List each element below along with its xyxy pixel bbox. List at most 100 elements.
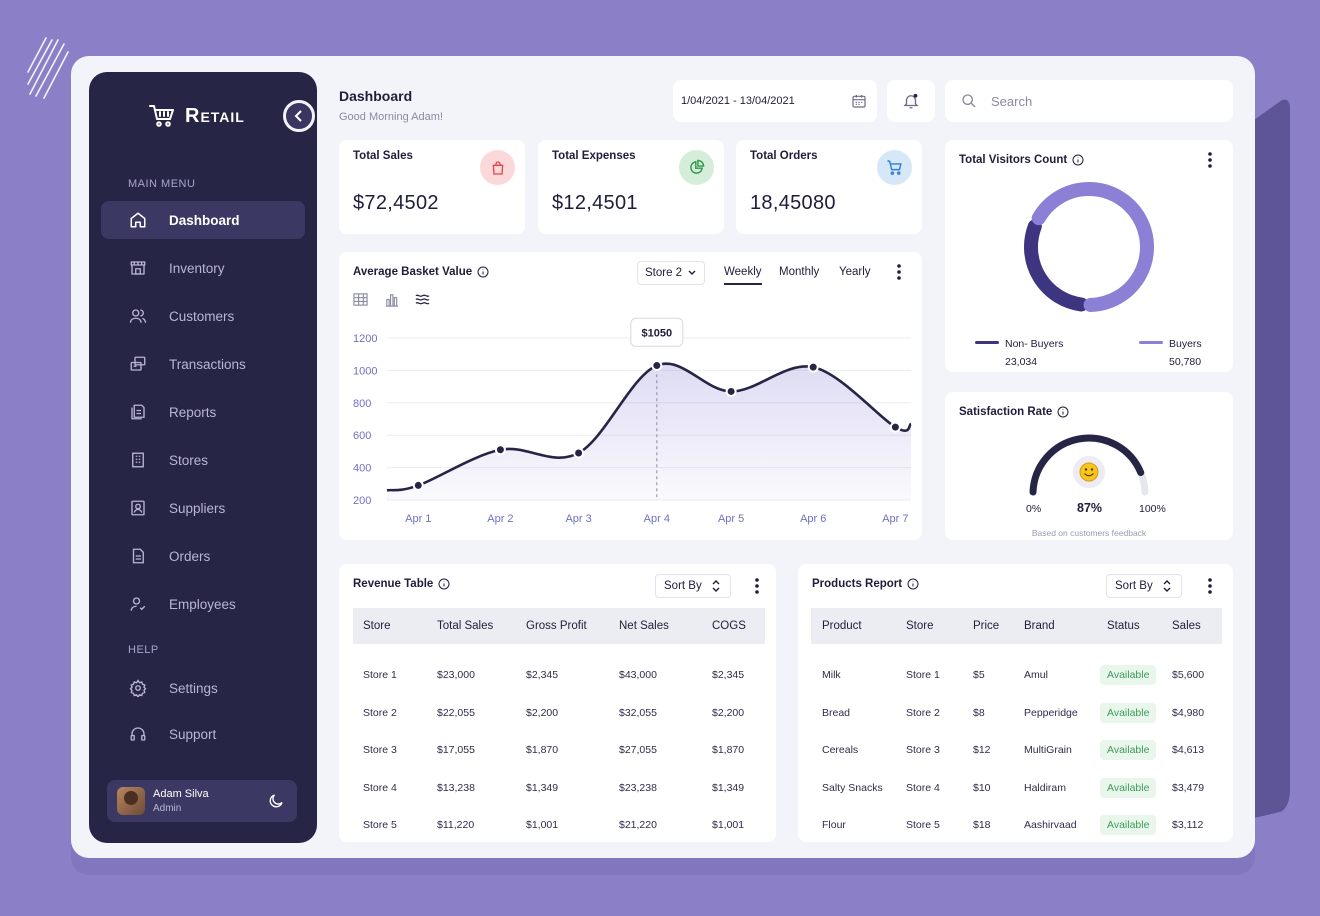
user-profile-card[interactable]: Adam Silva Admin xyxy=(107,780,297,822)
table-cell: $1,349 xyxy=(712,781,745,794)
table-view-icon[interactable] xyxy=(353,292,368,307)
info-icon[interactable] xyxy=(477,266,489,278)
more-options-button[interactable] xyxy=(891,264,907,280)
data-point[interactable] xyxy=(651,360,663,372)
legend-value: 50,780 xyxy=(1169,356,1202,368)
sidebar-item-support[interactable]: Support xyxy=(101,715,305,753)
sidebar-collapse-button[interactable] xyxy=(283,100,315,132)
data-point[interactable] xyxy=(412,479,424,491)
column-header[interactable]: Sales xyxy=(1172,608,1222,644)
table-row[interactable]: Store 5 $11,220 $1,001 $21,220 $1,001 xyxy=(353,807,765,845)
table-cell: $10 xyxy=(973,781,991,794)
more-options-button[interactable] xyxy=(1202,578,1218,594)
data-point[interactable] xyxy=(807,361,819,373)
sidebar-item-transactions[interactable]: Transactions xyxy=(101,345,305,383)
notifications-button[interactable] xyxy=(887,80,935,122)
column-header[interactable]: Product xyxy=(811,608,906,644)
table-cell: $1,001 xyxy=(712,819,745,832)
sidebar-item-orders[interactable]: Orders xyxy=(101,537,305,575)
search-bar[interactable] xyxy=(945,80,1233,122)
column-header[interactable]: Store xyxy=(906,608,973,644)
table-row[interactable]: Flour Store 5 $18 Aashirvaad Available $… xyxy=(811,807,1222,845)
data-point[interactable] xyxy=(725,385,737,397)
sidebar-item-suppliers[interactable]: Suppliers xyxy=(101,489,305,527)
more-options-button[interactable] xyxy=(749,578,765,594)
sidebar-item-label: Dashboard xyxy=(169,212,240,228)
legend-buyers: Buyers 50,780 xyxy=(1139,334,1202,368)
table-header-row: Product Store Price Brand Status Sales xyxy=(811,608,1222,644)
sidebar-item-settings[interactable]: Settings xyxy=(101,669,305,707)
data-point[interactable] xyxy=(889,421,901,433)
sidebar-item-inventory[interactable]: Inventory xyxy=(101,249,305,287)
column-header[interactable]: Brand xyxy=(1024,608,1100,644)
wave-chart-icon[interactable] xyxy=(415,292,430,307)
sidebar-item-customers[interactable]: Customers xyxy=(101,297,305,335)
table-row[interactable]: Salty Snacks Store 4 $10 Haldiram Availa… xyxy=(811,769,1222,807)
sort-icon xyxy=(1163,580,1171,592)
donut-slice[interactable] xyxy=(1031,182,1154,312)
sidebar-item-reports[interactable]: Reports xyxy=(101,393,305,431)
column-header[interactable]: Store xyxy=(353,608,437,644)
bar-chart-icon[interactable] xyxy=(384,292,399,307)
table-cell: Store 4 xyxy=(906,781,940,794)
brand-logo[interactable]: Retail xyxy=(149,104,245,128)
column-header[interactable]: Status xyxy=(1100,608,1172,644)
table-row[interactable]: Bread Store 2 $8 Pepperidge Available $4… xyxy=(811,694,1222,732)
date-range-picker[interactable]: 1/04/2021 - 13/04/2021 xyxy=(673,80,877,122)
info-icon[interactable] xyxy=(907,578,919,590)
data-point[interactable] xyxy=(573,447,585,459)
data-point[interactable] xyxy=(494,444,506,456)
sidebar-item-label: Support xyxy=(169,726,217,742)
table-cell: Store 4 xyxy=(363,781,397,794)
table-row[interactable]: Store 2 $22,055 $2,200 $32,055 $2,200 xyxy=(353,694,765,732)
table-cell: $2,345 xyxy=(712,669,745,681)
sidebar-item-dashboard[interactable]: Dashboard xyxy=(101,201,305,239)
table-cell: Store 3 xyxy=(363,744,397,757)
table-cell: $2,200 xyxy=(526,706,559,719)
table-cell: Milk xyxy=(822,669,841,681)
sidebar-item-label: Reports xyxy=(169,404,217,420)
column-header[interactable]: Total Sales xyxy=(437,608,526,644)
stat-label: Total Sales xyxy=(353,150,413,162)
more-options-button[interactable] xyxy=(1202,152,1218,168)
tab-yearly[interactable]: Yearly xyxy=(839,266,871,278)
column-header[interactable]: COGS xyxy=(712,608,765,644)
store-icon xyxy=(130,261,146,275)
stat-card-total-expenses: Total Expenses $12,4501 xyxy=(538,140,724,234)
table-cell: Store 5 xyxy=(363,819,397,832)
chevron-down-icon xyxy=(688,270,696,275)
status-badge: Available xyxy=(1100,777,1157,798)
column-header[interactable]: Gross Profit xyxy=(526,608,619,644)
stat-label: Total Orders xyxy=(750,150,818,162)
table-row[interactable]: Milk Store 1 $5 Amul Available $5,600 xyxy=(811,644,1222,694)
table-cell: $22,055 xyxy=(437,706,475,719)
store-select[interactable]: Store 2 xyxy=(637,261,705,285)
table-row[interactable]: Cereals Store 3 $12 MultiGrain Available… xyxy=(811,732,1222,770)
info-icon[interactable] xyxy=(1057,406,1069,418)
table-cell: Store 2 xyxy=(906,706,940,719)
info-icon[interactable] xyxy=(1072,154,1084,166)
info-icon[interactable] xyxy=(438,578,450,590)
date-range-value: 1/04/2021 - 13/04/2021 xyxy=(681,95,795,107)
sidebar-item-employees[interactable]: Employees xyxy=(101,585,305,623)
column-header[interactable]: Net Sales xyxy=(619,608,712,644)
table-cell: $2,345 xyxy=(526,669,559,681)
tab-monthly[interactable]: Monthly xyxy=(779,266,820,278)
revenue-sort-button[interactable]: Sort By xyxy=(655,574,731,598)
table-row[interactable]: Store 1 $23,000 $2,345 $43,000 $2,345 xyxy=(353,644,765,694)
sidebar-item-stores[interactable]: Stores xyxy=(101,441,305,479)
user-name: Adam Silva xyxy=(153,788,209,800)
donut-slice[interactable] xyxy=(1024,219,1089,312)
column-header[interactable]: Price xyxy=(973,608,1024,644)
table-cell: Cereals xyxy=(822,744,859,757)
products-sort-button[interactable]: Sort By xyxy=(1106,574,1182,598)
search-input[interactable] xyxy=(991,93,1211,109)
dark-mode-toggle-icon[interactable] xyxy=(267,792,285,810)
sidebar-item-label: Inventory xyxy=(169,260,225,276)
table-row[interactable]: Store 3 $17,055 $1,870 $27,055 $1,870 xyxy=(353,732,765,770)
products-table: Product Store Price Brand Status Sales M… xyxy=(811,608,1222,844)
table-row[interactable]: Store 4 $13,238 $1,349 $23,238 $1,349 xyxy=(353,769,765,807)
tab-weekly[interactable]: Weekly xyxy=(724,266,762,285)
table-cell: $2,200 xyxy=(712,706,745,719)
products-report-card: Products Report Sort By Product Store Pr… xyxy=(798,564,1233,842)
